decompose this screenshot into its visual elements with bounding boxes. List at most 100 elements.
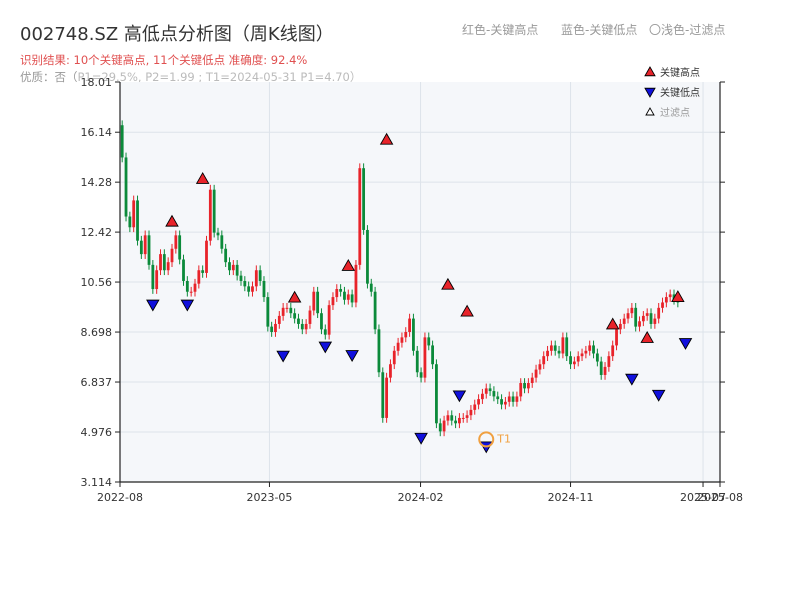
candle-body xyxy=(500,399,503,405)
candle-body xyxy=(496,396,500,400)
key-high-marker xyxy=(379,132,394,145)
candle-body xyxy=(438,423,442,432)
candle-body xyxy=(618,323,622,330)
y-tick-label: 3.114 xyxy=(81,476,113,489)
candle-body xyxy=(162,254,166,271)
candle-body xyxy=(553,345,557,351)
candle-body xyxy=(143,235,147,255)
quality-params: P1=29.5%, P2=1.99 ; T1=2024-05-31 P1=4.7… xyxy=(77,70,362,84)
candle-body xyxy=(419,372,423,378)
y-tick-label: 12.42 xyxy=(81,226,113,239)
candle-body xyxy=(385,377,389,418)
analysis-result-text: 识别结果: 10个关键高点, 11个关键低点 准确度: 92.4% xyxy=(20,53,308,67)
candle-body xyxy=(212,189,216,233)
candle-body xyxy=(224,248,228,263)
candle-body xyxy=(335,289,339,298)
candle-body xyxy=(377,329,381,373)
color-note-low: 蓝色-关键低点 xyxy=(561,23,638,37)
candle-body xyxy=(228,262,231,271)
candle-body xyxy=(431,345,434,365)
candle-body xyxy=(277,315,281,324)
candle-body xyxy=(572,361,576,365)
candle-body xyxy=(492,391,496,397)
candle-body xyxy=(446,415,450,421)
candle-body xyxy=(526,383,530,389)
legend-label-filtered: 过滤点 xyxy=(660,106,690,119)
candle-body xyxy=(435,364,438,424)
candle-body xyxy=(331,297,335,306)
candle-body xyxy=(584,350,588,354)
candle-body xyxy=(488,388,492,392)
key-high-marker xyxy=(605,317,620,330)
candle-body xyxy=(132,200,136,228)
candle-body xyxy=(645,313,649,316)
key-high-marker xyxy=(441,277,455,290)
candle-body xyxy=(258,270,262,281)
candle-body xyxy=(312,291,316,311)
candle-body xyxy=(565,337,569,357)
candle-body xyxy=(358,168,362,265)
candle-body xyxy=(400,337,404,343)
candle-body xyxy=(458,417,461,424)
key-low-marker xyxy=(414,432,428,445)
x-tick-label: 2024-11 xyxy=(548,491,594,504)
candle-body xyxy=(235,264,239,276)
candle-body xyxy=(454,420,457,424)
candle-body xyxy=(304,323,308,330)
candle-body xyxy=(668,294,672,298)
key-low-marker xyxy=(651,389,666,402)
candle-body xyxy=(185,280,189,292)
candle-body xyxy=(538,364,542,370)
candle-body xyxy=(308,310,312,324)
candle-body xyxy=(630,307,634,314)
candle-body xyxy=(254,270,258,287)
key-low-marker xyxy=(345,350,359,363)
candle-body xyxy=(523,383,526,389)
candle-body xyxy=(423,337,427,378)
candle-body xyxy=(366,229,369,284)
candle-body xyxy=(404,332,408,338)
candle-body xyxy=(542,356,546,365)
key-high-marker xyxy=(165,214,179,227)
candle-body xyxy=(634,307,638,327)
candle-body xyxy=(442,420,446,432)
candle-body xyxy=(599,361,603,375)
candle-body xyxy=(189,291,193,293)
quality-prefix: 优质：否（ xyxy=(20,70,78,84)
candle-body xyxy=(649,313,653,324)
candle-body xyxy=(155,270,159,290)
y-tick-label: 6.837 xyxy=(81,376,113,389)
candle-body xyxy=(343,291,346,300)
candle-body xyxy=(320,313,323,330)
candle-body xyxy=(615,329,618,346)
candle-body xyxy=(151,264,155,290)
candle-body xyxy=(580,353,584,357)
candle-body xyxy=(220,235,224,249)
candle-body xyxy=(622,318,626,324)
candle-body xyxy=(549,345,553,351)
quality-info: 优质：否（P1=29.5%, P2=1.99 ; T1=2024-05-31 P… xyxy=(20,69,361,85)
color-note-high: 红色-关键高点 xyxy=(462,23,539,37)
candle-body xyxy=(201,270,205,273)
candle-body xyxy=(285,307,289,309)
candle-body xyxy=(389,364,392,378)
candle-body xyxy=(289,307,293,314)
legend-label-high: 关键高点 xyxy=(660,66,700,79)
candle-body xyxy=(339,289,343,292)
candle-body xyxy=(661,302,664,308)
key-high-marker xyxy=(287,290,302,303)
candle-body xyxy=(473,404,477,410)
candle-body xyxy=(170,248,174,263)
candle-body xyxy=(124,157,128,217)
candle-body xyxy=(139,240,143,255)
x-tick-label: 2025-08 xyxy=(697,491,743,504)
key-low-marker xyxy=(625,373,639,386)
candle-body xyxy=(515,396,519,402)
candle-body xyxy=(465,415,469,418)
candle-body xyxy=(657,307,661,319)
candle-body xyxy=(159,254,162,271)
candle-body xyxy=(641,315,645,322)
candle-body xyxy=(626,313,630,319)
candle-body xyxy=(281,307,285,316)
